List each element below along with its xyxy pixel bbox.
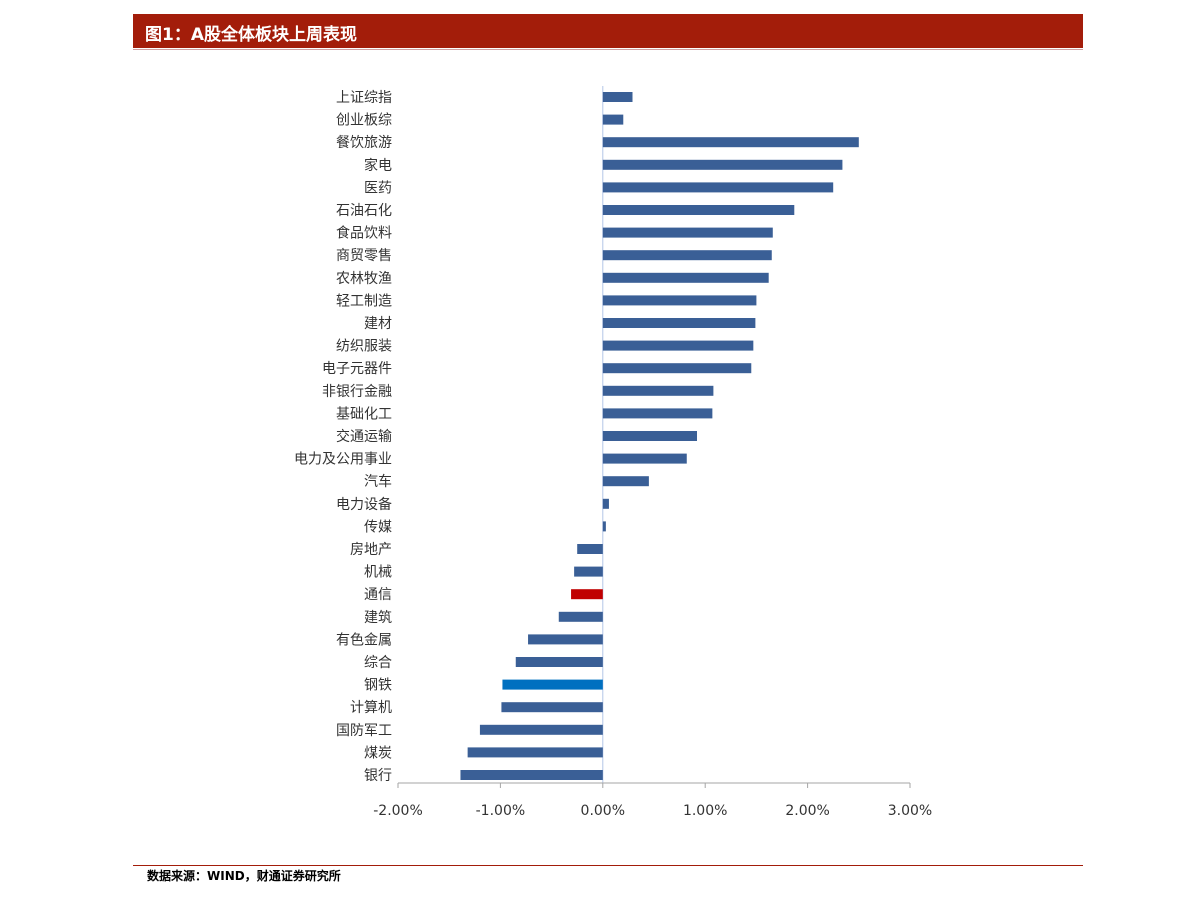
chart-title: 图1：A股全体板块上周表现 xyxy=(145,25,357,45)
title-divider xyxy=(133,49,1083,50)
category-label: 建材 xyxy=(364,316,392,332)
bar-25 xyxy=(515,657,603,667)
category-label: 家电 xyxy=(364,157,392,174)
category-label: 基础化工 xyxy=(336,405,392,422)
category-label: 计算机 xyxy=(350,700,392,716)
category-label: 非银行金融 xyxy=(322,384,392,400)
category-label: 钢铁 xyxy=(364,678,392,694)
category-label: 电力及公用事业 xyxy=(294,452,392,468)
bar-8 xyxy=(602,272,769,283)
bar-22 xyxy=(571,589,603,600)
category-label: 食品饮料 xyxy=(336,225,392,242)
bar-6 xyxy=(602,227,773,238)
x-tick-label: -1.00% xyxy=(476,803,526,819)
category-label: 房地产 xyxy=(350,542,392,558)
category-label: 汽车 xyxy=(364,473,392,490)
bar-30 xyxy=(460,770,603,780)
data-source: 数据来源：WIND，财通证券研究所 xyxy=(147,869,341,883)
bar-4 xyxy=(602,182,834,193)
category-label: 石油石化 xyxy=(336,203,392,219)
category-label: 轻工制造 xyxy=(336,293,392,309)
bar-16 xyxy=(602,453,687,464)
chart-title-bar: 图1：A股全体板块上周表现 xyxy=(133,14,1083,48)
bar-21 xyxy=(574,566,603,577)
bar-15 xyxy=(602,431,698,441)
bar-26 xyxy=(502,679,603,690)
category-label: 国防军工 xyxy=(336,723,392,739)
x-tick-label: 0.00% xyxy=(581,803,625,819)
bar-20 xyxy=(577,544,603,554)
category-label: 上证综指 xyxy=(336,90,392,106)
category-label: 纺织服装 xyxy=(336,339,392,355)
category-label: 电力设备 xyxy=(336,496,392,513)
bar-28 xyxy=(479,724,603,735)
category-label: 有色金属 xyxy=(336,631,392,648)
category-label: 餐饮旅游 xyxy=(336,135,392,151)
category-label: 通信 xyxy=(364,587,392,603)
x-tick-label: 2.00% xyxy=(785,803,829,819)
bar-24 xyxy=(528,634,603,645)
source-divider xyxy=(133,865,1083,866)
category-label: 建筑 xyxy=(364,610,392,626)
bar-29 xyxy=(467,747,603,758)
bar-7 xyxy=(602,250,772,261)
bar-0 xyxy=(602,92,633,102)
category-label: 电子元器件 xyxy=(322,361,392,377)
category-label: 传媒 xyxy=(364,519,392,535)
bar-2 xyxy=(602,137,859,148)
bar-1 xyxy=(602,114,624,125)
bar-12 xyxy=(602,363,752,374)
bar-17 xyxy=(602,476,649,487)
category-label: 创业板综 xyxy=(336,113,392,129)
category-label: 煤炭 xyxy=(364,745,392,761)
bar-3 xyxy=(602,159,843,170)
bar-10 xyxy=(602,318,756,328)
category-label: 机械 xyxy=(364,565,392,581)
bar-5 xyxy=(602,205,795,215)
bar-19 xyxy=(602,521,606,532)
bar-23 xyxy=(558,611,603,622)
bar-18 xyxy=(602,498,609,509)
x-tick-label: -2.00% xyxy=(373,803,423,819)
bar-9 xyxy=(602,295,757,306)
x-tick-label: 1.00% xyxy=(683,803,727,819)
category-label: 银行 xyxy=(364,768,392,784)
bar-14 xyxy=(602,408,713,419)
category-label: 医药 xyxy=(364,180,392,196)
category-label: 商贸零售 xyxy=(336,248,392,264)
category-label: 交通运输 xyxy=(336,428,392,445)
category-label: 综合 xyxy=(364,655,392,671)
bar-11 xyxy=(602,340,754,351)
category-label: 农林牧渔 xyxy=(336,271,392,287)
bar-13 xyxy=(602,385,714,396)
bar-27 xyxy=(501,702,603,713)
x-tick-label: 3.00% xyxy=(888,803,932,819)
